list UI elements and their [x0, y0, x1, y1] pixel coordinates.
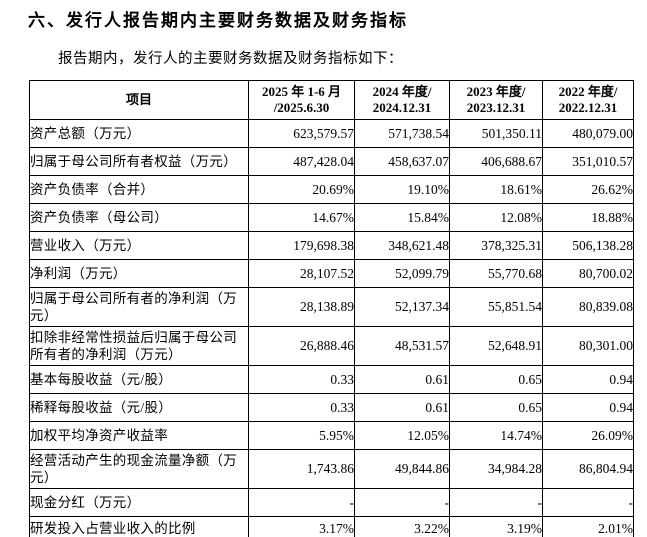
value-cell: -	[542, 488, 634, 517]
value-cell: 571,738.54	[354, 119, 450, 148]
value-cell: 348,621.48	[354, 231, 450, 260]
value-cell: 80,301.00	[542, 326, 634, 366]
intro-paragraph: 报告期内，发行人的主要财务数据及财务指标如下：	[58, 51, 403, 67]
table-row-net-profit: 净利润（万元） 28,107.52 52,099.79 55,770.68 80…	[29, 259, 634, 288]
table-row-operating-cash-flow: 经营活动产生的现金流量净额（万元） 1,743.86 49,844.86 34,…	[29, 449, 634, 489]
value-cell: 14.67%	[248, 203, 355, 232]
value-cell: 26.09%	[542, 421, 634, 450]
value-cell: -	[449, 488, 543, 517]
value-cell: 0.94	[542, 393, 634, 422]
row-label: 资产负债率（合并）	[29, 175, 249, 204]
value-cell: 501,350.11	[449, 119, 543, 148]
value-cell: 52,137.34	[354, 287, 450, 327]
row-label: 营业收入（万元）	[29, 231, 249, 260]
value-cell: 480,079.00	[542, 119, 634, 148]
value-cell: 28,107.52	[248, 259, 355, 288]
row-label: 资产总额（万元）	[29, 119, 249, 148]
value-cell: 34,984.28	[449, 449, 543, 489]
value-cell: 0.65	[449, 365, 543, 394]
value-cell: 0.65	[449, 393, 543, 422]
value-cell: 0.61	[354, 365, 450, 394]
value-cell: 3.22%	[354, 516, 450, 537]
row-label: 研发投入占营业收入的比例	[29, 516, 249, 537]
value-cell: 49,844.86	[354, 449, 450, 489]
table-row-diluted-eps: 稀释每股收益（元/股） 0.33 0.61 0.65 0.94	[29, 393, 634, 422]
column-header-2023: 2023 年度/ 2023.12.31	[449, 80, 543, 120]
value-cell: 506,138.28	[542, 231, 634, 260]
row-label: 基本每股收益（元/股）	[29, 365, 249, 394]
row-label: 净利润（万元）	[29, 259, 249, 288]
value-cell: -	[354, 488, 450, 517]
value-cell: 0.33	[248, 365, 355, 394]
table-row-basic-eps: 基本每股收益（元/股） 0.33 0.61 0.65 0.94	[29, 365, 634, 394]
value-cell: 48,531.57	[354, 326, 450, 366]
value-cell: 12.08%	[449, 203, 543, 232]
value-cell: 18.88%	[542, 203, 634, 232]
value-cell: 487,428.04	[248, 147, 355, 176]
value-cell: 55,770.68	[449, 259, 543, 288]
table-row-cash-dividend: 现金分红（万元） - - - -	[29, 488, 634, 517]
row-label: 经营活动产生的现金流量净额（万元）	[29, 449, 249, 489]
financial-data-table: 项目 2025 年 1-6 月 /2025.6.30 2024 年度/ 2024…	[29, 80, 634, 537]
table-row-parent-net-profit: 归属于母公司所有者的净利润（万元） 28,138.89 52,137.34 55…	[29, 287, 634, 327]
value-cell: 28,138.89	[248, 287, 355, 327]
value-cell: 52,648.91	[449, 326, 543, 366]
value-cell: 14.74%	[449, 421, 543, 450]
row-label: 扣除非经常性损益后归属于母公司所有者的净利润（万元）	[29, 326, 249, 366]
table-row-debt-ratio-consolidated: 资产负债率（合并） 20.69% 19.10% 18.61% 26.62%	[29, 175, 634, 204]
row-label: 归属于母公司所有者的净利润（万元）	[29, 287, 249, 327]
value-cell: 12.05%	[354, 421, 450, 450]
column-header-2024: 2024 年度/ 2024.12.31	[354, 80, 450, 120]
value-cell: 2.01%	[542, 516, 634, 537]
row-label: 归属于母公司所有者权益（万元）	[29, 147, 249, 176]
value-cell: 55,851.54	[449, 287, 543, 327]
value-cell: 20.69%	[248, 175, 355, 204]
table-row-weighted-roe: 加权平均净资产收益率 5.95% 12.05% 14.74% 26.09%	[29, 421, 634, 450]
section-title: 六、发行人报告期内主要财务数据及财务指标	[28, 11, 408, 30]
row-label: 加权平均净资产收益率	[29, 421, 249, 450]
value-cell: 351,010.57	[542, 147, 634, 176]
table-row-total-assets: 资产总额（万元） 623,579.57 571,738.54 501,350.1…	[29, 119, 634, 148]
column-header-2022: 2022 年度/ 2022.12.31	[542, 80, 634, 120]
value-cell: 0.61	[354, 393, 450, 422]
value-cell: 3.17%	[248, 516, 355, 537]
value-cell: 80,700.02	[542, 259, 634, 288]
value-cell: 26.62%	[542, 175, 634, 204]
value-cell: 86,804.94	[542, 449, 634, 489]
value-cell: 80,839.08	[542, 287, 634, 327]
value-cell: 406,688.67	[449, 147, 543, 176]
table-header-row: 项目 2025 年 1-6 月 /2025.6.30 2024 年度/ 2024…	[29, 80, 634, 120]
table-row-operating-revenue: 营业收入（万元） 179,698.38 348,621.48 378,325.3…	[29, 231, 634, 260]
value-cell: 378,325.31	[449, 231, 543, 260]
table-row-rd-ratio: 研发投入占营业收入的比例 3.17% 3.22% 3.19% 2.01%	[29, 516, 634, 537]
value-cell: 52,099.79	[354, 259, 450, 288]
table-row-debt-ratio-parent: 资产负债率（母公司） 14.67% 15.84% 12.08% 18.88%	[29, 203, 634, 232]
value-cell: -	[248, 488, 355, 517]
column-header-item: 项目	[29, 80, 249, 120]
table-row-parent-equity: 归属于母公司所有者权益（万元） 487,428.04 458,637.07 40…	[29, 147, 634, 176]
value-cell: 26,888.46	[248, 326, 355, 366]
value-cell: 0.94	[542, 365, 634, 394]
row-label: 稀释每股收益（元/股）	[29, 393, 249, 422]
value-cell: 3.19%	[449, 516, 543, 537]
row-label: 资产负债率（母公司）	[29, 203, 249, 232]
value-cell: 1,743.86	[248, 449, 355, 489]
value-cell: 19.10%	[354, 175, 450, 204]
value-cell: 623,579.57	[248, 119, 355, 148]
value-cell: 0.33	[248, 393, 355, 422]
value-cell: 458,637.07	[354, 147, 450, 176]
table-row-deducted-net-profit: 扣除非经常性损益后归属于母公司所有者的净利润（万元） 26,888.46 48,…	[29, 326, 634, 366]
column-header-2025: 2025 年 1-6 月 /2025.6.30	[248, 80, 355, 120]
value-cell: 18.61%	[449, 175, 543, 204]
value-cell: 179,698.38	[248, 231, 355, 260]
row-label: 现金分红（万元）	[29, 488, 249, 517]
value-cell: 15.84%	[354, 203, 450, 232]
value-cell: 5.95%	[248, 421, 355, 450]
